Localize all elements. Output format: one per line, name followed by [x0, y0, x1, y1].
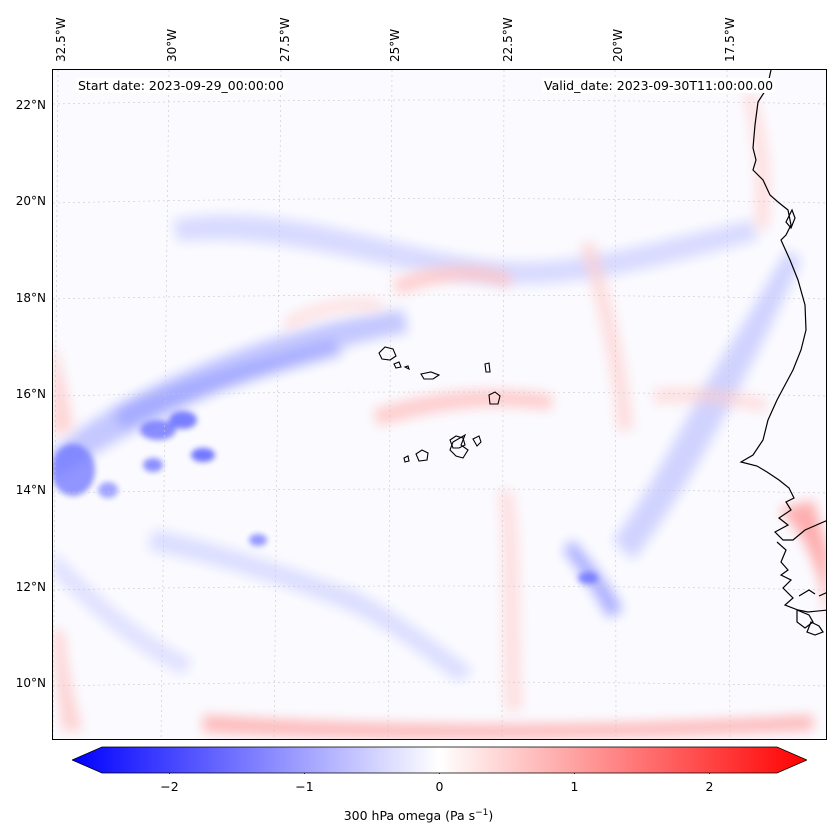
cape-verde-islands [378, 346, 501, 463]
lat-label: 18°N [15, 291, 46, 305]
lon-label: 25°W [388, 28, 402, 62]
colorbar-label: 300 hPa omega (Pa s−1) [0, 808, 837, 823]
lon-label: 30°W [165, 28, 179, 62]
colorbar-label-end: ) [488, 808, 494, 824]
colorbar-tick-label: 1 [570, 779, 579, 794]
negative-omega-bands [53, 214, 801, 682]
lat-label: 20°N [15, 194, 46, 208]
lat-label: 14°N [15, 483, 46, 497]
lon-label: 27.5°W [278, 17, 292, 62]
colorbar-label-text: 300 hPa omega (Pa s [343, 808, 476, 824]
colorbar-fill [72, 746, 807, 774]
colorbar-tick-label: −1 [295, 779, 314, 794]
lon-label: 22.5°W [501, 17, 515, 62]
lat-label: 22°N [15, 98, 46, 112]
colorbar-label-exponent: −1 [475, 808, 489, 818]
lon-label: 20°W [611, 28, 625, 62]
positive-omega-bands [53, 90, 826, 739]
graticule [53, 70, 826, 739]
colorbar-tick-label: −2 [160, 779, 179, 794]
lat-label: 16°N [15, 387, 46, 401]
lat-label: 10°N [15, 676, 46, 690]
lon-label: 32.5°W [54, 17, 68, 62]
strong-negative-cells [53, 411, 598, 584]
map-panel [52, 69, 827, 740]
lon-label: 17.5°W [723, 17, 737, 62]
omega-field-map [53, 70, 826, 739]
colorbar-tick-label: 0 [435, 779, 444, 794]
colorbar-tick-label: 2 [705, 779, 714, 794]
lat-label: 12°N [15, 580, 46, 594]
valid-date-label: Valid_date: 2023-09-30T11:00:00.00 [542, 78, 776, 93]
start-date-label: Start date: 2023-09-29_00:00:00 [76, 78, 286, 93]
african-coastline [739, 70, 826, 636]
colorbar-tick-marks [169, 773, 710, 774]
colorbar [72, 746, 807, 774]
